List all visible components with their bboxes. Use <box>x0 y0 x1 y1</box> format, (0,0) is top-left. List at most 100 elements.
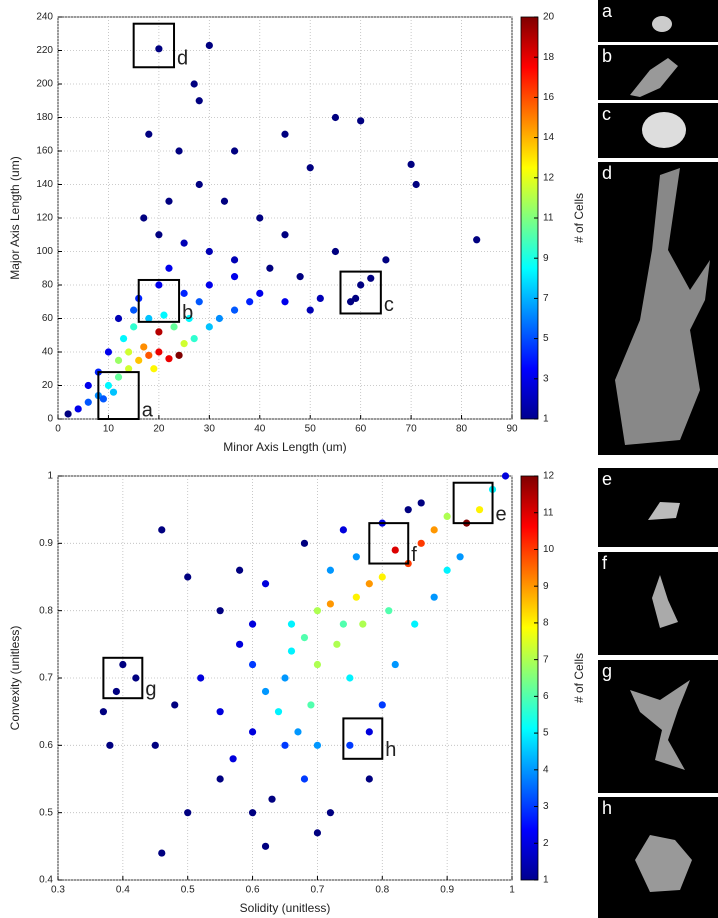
y-tick-label: 140 <box>36 179 53 190</box>
point <box>160 311 168 319</box>
colorbar-tick-label: 12 <box>543 471 555 482</box>
colorbar-tick-label: 4 <box>543 764 549 775</box>
point <box>184 573 192 581</box>
point <box>236 566 244 574</box>
point <box>175 351 183 359</box>
point <box>175 147 183 155</box>
point <box>385 607 393 615</box>
point <box>155 348 163 356</box>
point <box>248 620 257 628</box>
point <box>150 365 158 373</box>
y-axis-label: Major Axis Length (um) <box>8 156 22 279</box>
point <box>171 701 179 709</box>
region-label: g <box>145 678 156 700</box>
colorbar-tick-label: 20 <box>543 12 555 23</box>
point <box>281 298 289 306</box>
plot-area <box>57 16 513 420</box>
region-box <box>452 481 494 525</box>
point <box>104 348 113 356</box>
point <box>109 388 118 396</box>
point <box>346 674 354 682</box>
point <box>184 809 192 817</box>
point <box>339 620 347 628</box>
region-label: h <box>385 739 396 761</box>
point <box>443 512 451 521</box>
point <box>155 281 163 289</box>
x-tick-label: 50 <box>305 424 317 435</box>
y-tick-label: 180 <box>36 112 53 123</box>
x-tick-label: 10 <box>103 424 115 435</box>
point <box>140 214 148 222</box>
point <box>99 708 107 716</box>
point <box>132 674 140 682</box>
point <box>266 264 274 272</box>
point <box>261 580 270 588</box>
point <box>135 356 143 364</box>
x-tick-label: 0.4 <box>116 885 130 896</box>
point <box>352 553 360 561</box>
region-box <box>368 522 410 565</box>
point <box>473 236 481 244</box>
y-tick-label: 0.9 <box>39 538 53 549</box>
point <box>352 593 360 601</box>
point <box>140 343 148 351</box>
point <box>155 45 163 53</box>
point <box>378 573 386 581</box>
point <box>145 130 153 138</box>
point <box>145 314 153 323</box>
point <box>180 340 188 348</box>
point <box>313 829 322 837</box>
region-box <box>339 270 382 315</box>
point <box>306 164 314 172</box>
region-box <box>132 22 176 69</box>
panel-label: e <box>602 469 612 489</box>
region-label: d <box>177 48 188 70</box>
point <box>205 41 213 50</box>
point <box>407 160 415 168</box>
y-tick-label: 20 <box>42 380 54 391</box>
point <box>333 640 341 648</box>
point <box>261 687 270 696</box>
point <box>357 117 365 125</box>
point <box>158 526 166 534</box>
point <box>205 247 213 256</box>
x-tick-label: 0.7 <box>310 885 324 896</box>
colorbar-tick-label: 3 <box>543 801 549 812</box>
point <box>114 314 123 323</box>
x-tick-label: 1 <box>509 885 515 896</box>
colorbar-tick-label: 5 <box>543 333 549 344</box>
point <box>195 97 203 105</box>
point <box>456 553 464 561</box>
x-tick-label: 90 <box>506 424 518 435</box>
region-box <box>97 371 140 421</box>
colorbar-tick-label: 7 <box>543 654 549 665</box>
region-label: e <box>496 503 507 525</box>
colorbar-tick-label: 5 <box>543 728 549 739</box>
point <box>316 294 324 302</box>
x-tick-label: 0.8 <box>375 885 389 896</box>
y-tick-label: 220 <box>36 45 53 56</box>
point <box>130 323 138 331</box>
point <box>158 849 166 857</box>
point <box>99 395 107 403</box>
point <box>326 566 334 574</box>
point <box>411 620 419 628</box>
y-tick-label: 80 <box>42 280 54 291</box>
colorbar-tick-label: 6 <box>543 691 549 702</box>
point <box>430 526 438 534</box>
point <box>114 373 123 381</box>
point <box>216 708 224 716</box>
point <box>216 775 224 783</box>
point <box>412 180 420 189</box>
x-tick-label: 20 <box>153 424 165 435</box>
point <box>180 289 188 297</box>
panel-label: g <box>602 661 612 681</box>
colorbar-tick-label: 18 <box>543 52 555 63</box>
point <box>112 687 120 696</box>
y-tick-label: 0 <box>47 414 53 425</box>
colorbar-tick-label: 3 <box>543 373 549 384</box>
panel-label: a <box>602 1 613 21</box>
point <box>391 660 399 669</box>
region-box <box>102 656 144 700</box>
point <box>326 600 334 608</box>
